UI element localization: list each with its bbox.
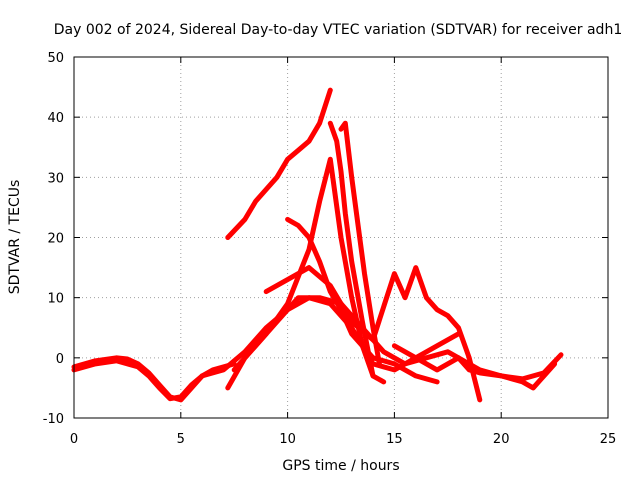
- x-tick-label: 15: [386, 432, 403, 447]
- series-line-track-11: [199, 295, 461, 379]
- ticks: 0 5 10 15 20 25 -10 0 10 20 30 40 50: [43, 51, 617, 447]
- series-line-track-2: [71, 358, 205, 402]
- y-tick-label: 20: [47, 232, 64, 247]
- series-line-track-5: [338, 120, 382, 367]
- y-tick-label: 40: [47, 111, 64, 126]
- y-tick-label: 0: [56, 352, 64, 367]
- x-tick-label: 10: [279, 432, 296, 447]
- x-tick-label: 0: [70, 432, 78, 447]
- grid: [74, 57, 608, 418]
- y-tick-label: 10: [47, 292, 64, 307]
- chart-title: Day 002 of 2024, Sidereal Day-to-day VTE…: [54, 22, 622, 38]
- x-tick-label: 25: [600, 432, 617, 447]
- y-tick-label: 30: [47, 171, 64, 186]
- y-tick-label: -10: [43, 412, 64, 427]
- series-line-track-4: [327, 120, 376, 379]
- series-line-track-8: [263, 265, 483, 403]
- x-tick-label: 5: [177, 432, 185, 447]
- y-tick-label: 50: [47, 51, 64, 66]
- series-line-track-10: [391, 343, 558, 391]
- series-layer: [71, 87, 564, 403]
- y-axis-label: SDTVAR / TECUs: [7, 180, 23, 295]
- series-line-track-3: [225, 87, 333, 240]
- x-tick-label: 20: [493, 432, 510, 447]
- x-axis-label: GPS time / hours: [282, 458, 399, 474]
